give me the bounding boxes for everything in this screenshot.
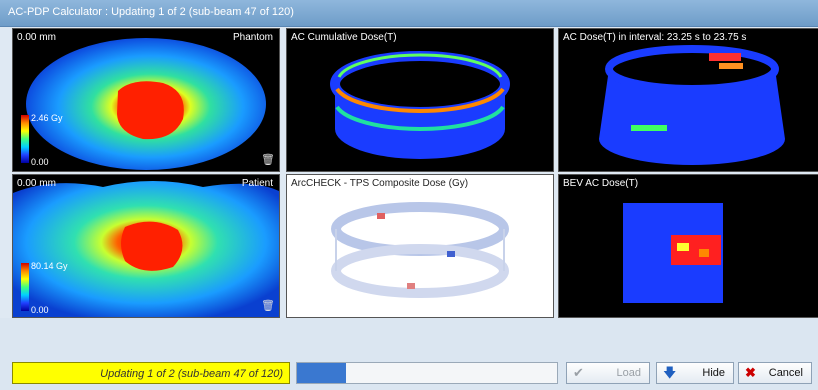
- ac-interval-cylinder: [599, 45, 785, 165]
- composite-dose-panel: ArcCHECK - TPS Composite Dose (Gy): [286, 174, 554, 318]
- window-title: AC-PDP Calculator : Updating 1 of 2 (sub…: [8, 6, 294, 18]
- load-button-label: Load: [616, 367, 641, 379]
- ac-cumulative-dose-panel: AC Cumulative Dose(T): [286, 28, 554, 172]
- down-arrow-icon: 🡇: [663, 365, 677, 380]
- phantom-color-bar: [21, 115, 29, 163]
- phantom-label: Phantom: [232, 32, 273, 43]
- hide-button[interactable]: 🡇 Hide: [656, 362, 734, 384]
- trash-icon[interactable]: 🗑: [261, 300, 275, 312]
- ac-cumulative-cylinder: [330, 51, 510, 159]
- ac-cumulative-title: AC Cumulative Dose(T): [291, 32, 397, 43]
- phantom-depth-label: 0.00 mm: [17, 32, 56, 43]
- hide-button-label: Hide: [702, 367, 725, 379]
- patient-cbar-max: 80.14 Gy: [31, 261, 68, 271]
- composite-title: ArcCHECK - TPS Composite Dose (Gy): [291, 178, 469, 189]
- progress-fill: [297, 363, 347, 383]
- status-bar: Updating 1 of 2 (sub-beam 47 of 120): [12, 362, 290, 384]
- check-icon: ✔: [573, 365, 584, 380]
- ac-interval-dose-panel: AC Dose(T) in interval: 23.25 s to 23.75…: [558, 28, 818, 172]
- phantom-dose-map: [26, 38, 266, 170]
- bev-dose-map: [623, 203, 723, 303]
- patient-dose-map: [13, 181, 279, 317]
- x-icon: ✖: [745, 365, 756, 380]
- phantom-cbar-min: 0.00: [31, 157, 49, 167]
- load-button[interactable]: ✔ Load: [566, 362, 650, 384]
- phantom-dose-panel: 0.00 mm Phantom 2.46 Gy 0.00 🗑: [12, 28, 280, 172]
- cancel-button-label: Cancel: [768, 367, 803, 379]
- bev-title: BEV AC Dose(T): [563, 178, 639, 189]
- patient-depth-label: 0.00 mm: [17, 178, 56, 189]
- patient-cbar-min: 0.00: [31, 305, 49, 315]
- ac-interval-title: AC Dose(T) in interval: 23.25 s to 23.75…: [563, 32, 747, 43]
- composite-dose-cylinder: [331, 202, 509, 298]
- title-bar: AC-PDP Calculator : Updating 1 of 2 (sub…: [0, 0, 818, 27]
- phantom-cbar-max: 2.46 Gy: [31, 113, 63, 123]
- patient-color-bar: [21, 263, 29, 311]
- progress-bar: [296, 362, 558, 384]
- patient-dose-panel: 0.00 mm Patient 80.14 Gy 0.00 🗑: [12, 174, 280, 318]
- patient-label: Patient: [241, 178, 273, 189]
- cancel-button[interactable]: ✖ Cancel: [738, 362, 812, 384]
- trash-icon[interactable]: 🗑: [261, 154, 275, 166]
- bev-dose-panel: BEV AC Dose(T): [558, 174, 818, 318]
